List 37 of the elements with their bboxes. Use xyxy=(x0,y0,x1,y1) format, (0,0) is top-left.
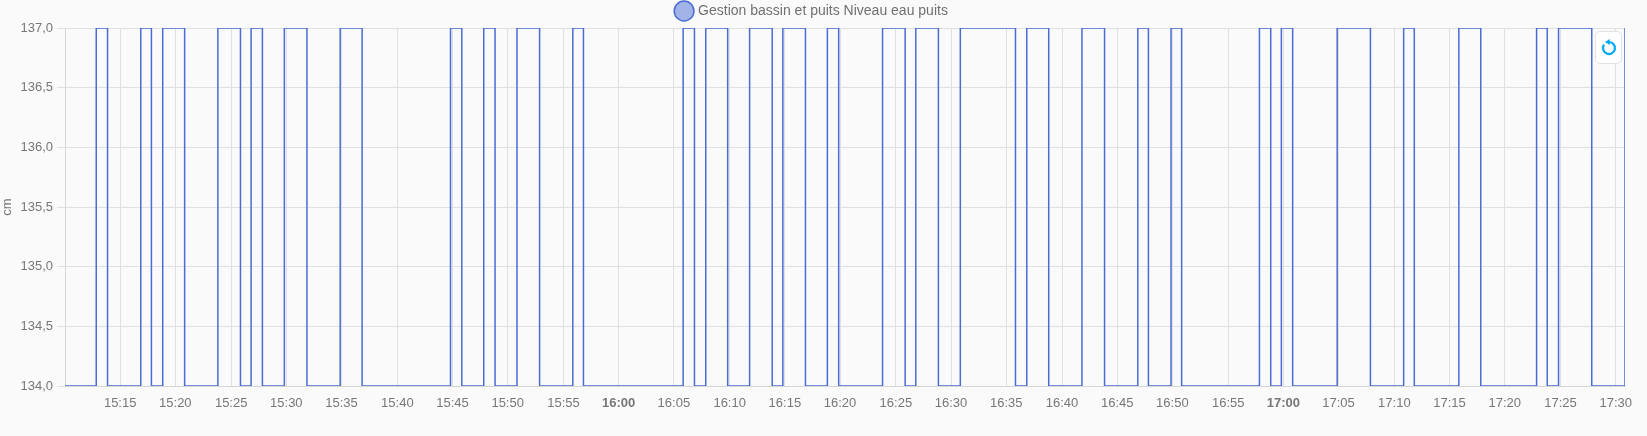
x-tick-label: 16:20 xyxy=(823,395,857,411)
x-tick-label: 15:30 xyxy=(270,395,303,411)
y-tick-label: 134,0 xyxy=(20,377,53,393)
y-tick-label: 136,0 xyxy=(20,138,53,154)
x-tick-label: 15:40 xyxy=(381,395,414,411)
x-tick-label: 17:25 xyxy=(1544,395,1577,411)
x-tick-label: 15:25 xyxy=(214,395,248,411)
x-tick-label: 16:15 xyxy=(768,395,802,411)
y-tick-label: 137,0 xyxy=(20,19,53,35)
x-tick-label: 16:35 xyxy=(989,395,1023,411)
y-tick-label: 135,5 xyxy=(20,198,53,214)
y-tick-label: 136,5 xyxy=(20,79,53,95)
x-tick-label: 15:35 xyxy=(325,395,358,411)
x-tick-label: 17:20 xyxy=(1488,395,1521,411)
x-tick-label: 15:20 xyxy=(159,395,192,411)
x-tick-label: 15:15 xyxy=(103,395,137,411)
x-tick-label: 16:00 xyxy=(602,395,636,411)
x-tick-label: 16:25 xyxy=(879,395,913,411)
x-tick-label: 17:15 xyxy=(1433,395,1466,411)
x-tick-label: 16:05 xyxy=(657,395,691,411)
x-tick-label: 16:30 xyxy=(934,395,968,411)
y-axis-title: cm xyxy=(0,198,15,216)
x-tick-label: 17:10 xyxy=(1378,395,1411,411)
legend-label: Gestion bassin et puits Niveau eau puits xyxy=(698,1,948,18)
x-tick-label: 17:30 xyxy=(1599,395,1632,411)
y-tick-label: 135,0 xyxy=(20,258,53,274)
y-tick-label: 134,5 xyxy=(20,317,53,333)
x-tick-label: 16:40 xyxy=(1045,395,1079,411)
x-tick-label: 15:55 xyxy=(547,395,580,411)
x-tick-label: 16:10 xyxy=(713,395,746,411)
x-tick-label: 16:50 xyxy=(1156,395,1189,411)
x-tick-label: 15:50 xyxy=(491,395,524,411)
x-tick-label: 15:45 xyxy=(436,395,469,411)
x-tick-label: 16:45 xyxy=(1100,395,1134,411)
x-tick-label: 16:55 xyxy=(1211,395,1245,411)
x-tick-label: 17:00 xyxy=(1266,395,1300,411)
x-tick-label: 17:05 xyxy=(1322,395,1355,411)
